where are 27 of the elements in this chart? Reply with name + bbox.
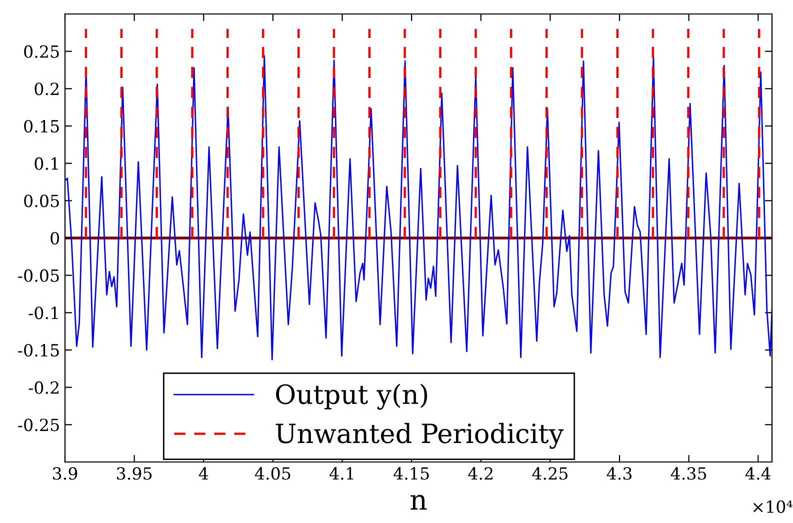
line-series [65, 55, 772, 360]
x-axis-title: n [410, 494, 427, 510]
x-tick-label: 4.35 [670, 467, 706, 480]
x-tick-label: 4.2 [468, 467, 492, 480]
y-tick-label: -0.1 [28, 306, 58, 320]
x-tick-label: 4.1 [330, 467, 354, 480]
x-tick-label: 3.95 [117, 467, 152, 480]
legend-label: Output y(n) [276, 384, 428, 410]
x-tick-label: 4.3 [606, 467, 632, 480]
x-tick-label: 4.15 [394, 467, 429, 480]
x-tick-label: 4.25 [532, 467, 568, 480]
y-tick-label: -0.15 [18, 344, 59, 357]
y-tick-label: 0.2 [34, 82, 59, 96]
y-tick-label: 0.05 [24, 194, 59, 208]
x-tick-label: 4.4 [745, 467, 771, 480]
x-tick-label: 3.9 [53, 467, 78, 480]
y-tick-label: -0.25 [18, 418, 59, 432]
y-tick-label: -0.05 [18, 269, 59, 282]
x-tick-label: 4.05 [254, 467, 290, 480]
y-tick-label: 0.1 [34, 157, 58, 170]
text: ×10⁴ [753, 500, 792, 513]
y-tick-label: 0 [50, 232, 60, 245]
y-tick-label: 0.15 [24, 120, 59, 133]
y-tick-label: 0.25 [24, 45, 59, 58]
x-tick-label: 4 [198, 467, 208, 480]
y-tick-label: -0.2 [28, 381, 59, 394]
legend-label: Unwanted Periodicity [276, 422, 564, 449]
